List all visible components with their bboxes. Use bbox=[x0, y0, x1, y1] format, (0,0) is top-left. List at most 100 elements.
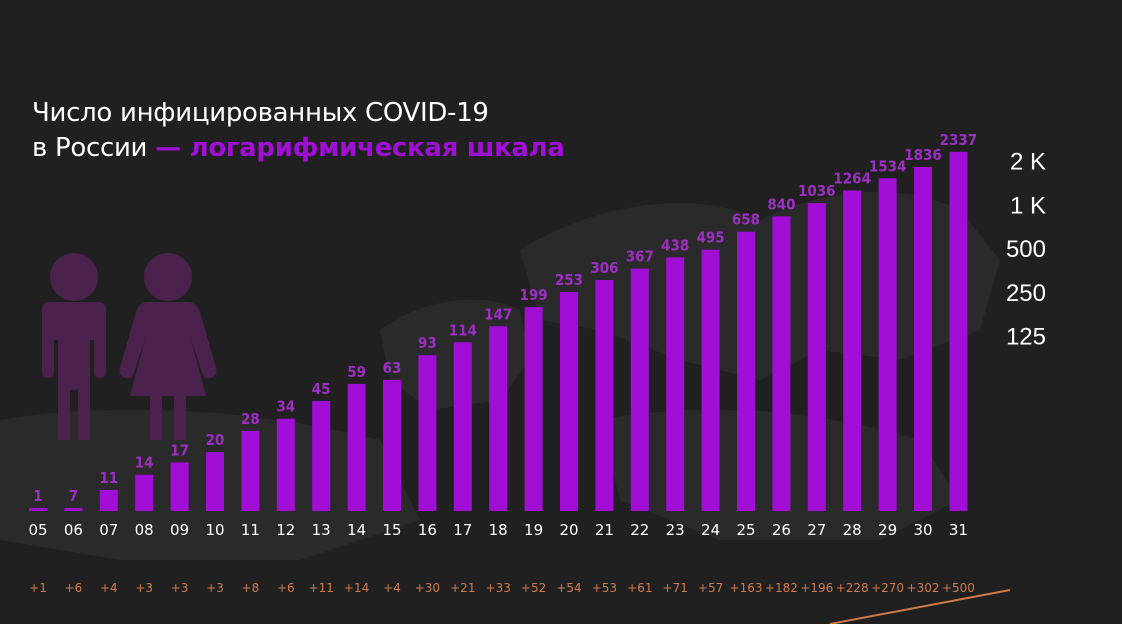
day-label-31: 31 bbox=[949, 521, 968, 539]
bar-20 bbox=[560, 292, 578, 511]
increment-label-07: +4 bbox=[100, 581, 118, 595]
bar-08 bbox=[135, 474, 154, 511]
increment-label-25: +163 bbox=[730, 581, 763, 595]
increment-label-10: +3 bbox=[206, 581, 224, 595]
title-line-2: в России — логарифмическая шкала bbox=[32, 131, 565, 166]
day-label-13: 13 bbox=[312, 521, 331, 539]
bar-13 bbox=[312, 401, 331, 511]
increment-label-20: +54 bbox=[556, 581, 581, 595]
increment-label-18: +33 bbox=[486, 581, 511, 595]
day-label-16: 16 bbox=[418, 521, 437, 539]
increment-label-09: +3 bbox=[171, 581, 189, 595]
value-label-09: 17 bbox=[170, 441, 189, 459]
day-label-15: 15 bbox=[382, 521, 401, 539]
day-label-12: 12 bbox=[276, 521, 295, 539]
increment-label-11: +8 bbox=[242, 581, 260, 595]
day-label-22: 22 bbox=[630, 521, 649, 539]
value-label-23: 438 bbox=[661, 236, 689, 254]
increment-label-29: +270 bbox=[871, 581, 904, 595]
increment-label-05: +1 bbox=[29, 581, 47, 595]
day-label-20: 20 bbox=[559, 521, 578, 539]
bar-29 bbox=[878, 178, 897, 512]
increment-label-13: +11 bbox=[309, 581, 334, 595]
value-label-07: 11 bbox=[99, 469, 118, 487]
bar-30 bbox=[914, 167, 932, 511]
day-label-30: 30 bbox=[913, 521, 932, 539]
increment-label-22: +61 bbox=[627, 581, 652, 595]
day-label-10: 10 bbox=[205, 521, 224, 539]
value-label-11: 28 bbox=[241, 410, 260, 428]
value-label-13: 45 bbox=[312, 380, 331, 398]
increment-labels-group: +1 +6 +4 +3 +3 +3 +8 +6 +11 +14 +4 +30 +21 +33 +52 +54 +… bbox=[29, 581, 975, 595]
value-label-08: 14 bbox=[135, 454, 154, 472]
value-label-27: 1036 bbox=[798, 182, 836, 200]
trend-arrow-line bbox=[829, 589, 1011, 624]
male-person-icon bbox=[42, 253, 106, 440]
bar-18 bbox=[489, 326, 508, 511]
increment-label-31: +500 bbox=[942, 581, 975, 595]
value-label-29: 1534 bbox=[869, 157, 907, 175]
y-tick-label-2000: 2 K bbox=[1010, 149, 1046, 176]
day-label-21: 21 bbox=[595, 521, 614, 539]
value-label-17: 114 bbox=[449, 321, 477, 339]
day-label-25: 25 bbox=[736, 521, 755, 539]
increment-label-19: +52 bbox=[521, 581, 546, 595]
bar-19 bbox=[524, 307, 543, 511]
bar-06 bbox=[64, 508, 83, 511]
increment-label-16: +30 bbox=[415, 581, 440, 595]
day-label-07: 07 bbox=[99, 521, 118, 539]
bar-21 bbox=[595, 280, 614, 511]
day-label-28: 28 bbox=[843, 521, 862, 539]
value-label-15: 63 bbox=[383, 359, 402, 377]
bar-31 bbox=[949, 151, 968, 512]
value-label-31: 2337 bbox=[940, 131, 978, 149]
day-label-08: 08 bbox=[135, 521, 154, 539]
day-label-11: 11 bbox=[241, 521, 260, 539]
day-label-05: 05 bbox=[28, 521, 47, 539]
bar-12 bbox=[276, 418, 295, 511]
value-label-26: 840 bbox=[767, 195, 795, 213]
value-label-10: 20 bbox=[206, 431, 225, 449]
female-person-icon bbox=[119, 253, 217, 440]
day-labels-group: 05 06 07 08 09 10 11 12 13 14 15 16 17 18 19 20 21 22 23 24… bbox=[28, 521, 967, 539]
increment-label-30: +302 bbox=[907, 581, 940, 595]
increment-label-27: +196 bbox=[800, 581, 833, 595]
value-label-12: 34 bbox=[276, 398, 295, 416]
day-label-29: 29 bbox=[878, 521, 897, 539]
y-tick-label-125: 125 bbox=[1006, 324, 1046, 351]
increment-label-21: +53 bbox=[592, 581, 617, 595]
value-label-05: 1 bbox=[33, 487, 42, 505]
day-label-19: 19 bbox=[524, 521, 543, 539]
value-label-18: 147 bbox=[484, 305, 512, 323]
value-label-24: 495 bbox=[697, 229, 725, 247]
value-label-30: 1836 bbox=[904, 146, 942, 164]
increment-label-17: +21 bbox=[450, 581, 475, 595]
bar-15 bbox=[383, 379, 401, 511]
bar-07 bbox=[99, 489, 118, 511]
bar-11 bbox=[241, 430, 260, 511]
bar-23 bbox=[666, 257, 685, 511]
day-label-14: 14 bbox=[347, 521, 366, 539]
increment-label-08: +3 bbox=[135, 581, 153, 595]
bar-22 bbox=[630, 268, 649, 511]
value-label-21: 306 bbox=[590, 259, 618, 277]
increment-label-15: +4 bbox=[383, 581, 401, 595]
day-label-18: 18 bbox=[489, 521, 508, 539]
bar-28 bbox=[843, 190, 862, 511]
chart-title: Число инфицированных COVID-19 в России —… bbox=[32, 96, 565, 166]
increment-label-26: +182 bbox=[765, 581, 798, 595]
y-axis-labels: 125 250 500 1 K 2 K bbox=[1006, 149, 1046, 351]
bar-24 bbox=[701, 249, 720, 511]
increment-label-24: +57 bbox=[698, 581, 723, 595]
increment-label-23: +71 bbox=[663, 581, 688, 595]
day-label-17: 17 bbox=[453, 521, 472, 539]
value-label-19: 199 bbox=[520, 286, 548, 304]
day-label-09: 09 bbox=[170, 521, 189, 539]
bar-25 bbox=[737, 231, 755, 511]
value-label-16: 93 bbox=[418, 334, 437, 352]
day-label-24: 24 bbox=[701, 521, 720, 539]
bar-26 bbox=[772, 216, 791, 512]
bar-10 bbox=[206, 452, 224, 511]
